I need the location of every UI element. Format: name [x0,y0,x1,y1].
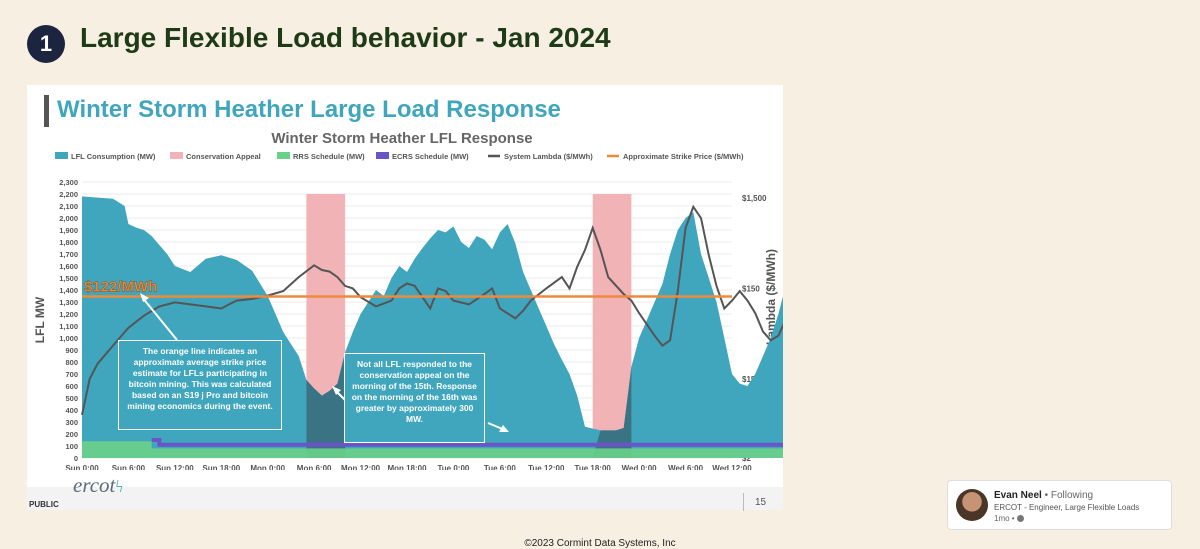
x-tick-label: Sun 0:00 [65,464,99,470]
callout-arrowhead [140,293,149,302]
legend-swatch [170,152,183,159]
y-tick-label: 2,200 [59,190,78,199]
x-tick-label: Tue 0:00 [437,464,469,470]
slide-title: Winter Storm Heather Large Load Response [57,96,561,123]
section-number-badge: 1 [27,25,65,63]
lightning-icon: ϟ [115,477,124,496]
x-tick-label: Wed 6:00 [668,464,704,470]
y-tick-label: 700 [65,370,78,379]
y-tick-label: 1,200 [59,310,78,319]
y-tick-label: 800 [65,358,78,367]
profile-name[interactable]: Evan Neel [994,490,1042,501]
ercot-logo: ercotϟ [73,473,123,498]
y-tick-label: 300 [65,418,78,427]
y-tick-label: 1,800 [59,238,78,247]
legend-swatch [277,152,290,159]
title-accent-bar [44,95,49,127]
strike-price-label: $122/MWh [84,279,157,296]
y-tick-label: 1,100 [59,322,78,331]
page-title: Large Flexible Load behavior - Jan 2024 [80,22,611,53]
y-axis-title: LFL MW [33,296,47,343]
x-tick-label: Tue 6:00 [484,464,516,470]
x-tick-label: Wed 0:00 [622,464,658,470]
y-tick-label: 900 [65,346,78,355]
y-tick-label: 1,400 [59,286,78,295]
legend-label: RRS Schedule (MW) [293,152,365,161]
y-tick-label: 400 [65,406,78,415]
y-tick-label: 0 [74,454,78,463]
y-tick-label: 200 [65,430,78,439]
x-tick-label: Mon 18:00 [387,464,427,470]
y-tick-label: 600 [65,382,78,391]
y2-tick-label: $15 [742,375,756,384]
profile-time: 1mo • [994,514,1024,523]
x-tick-label: Wed 12:00 [712,464,752,470]
profile-name-line[interactable]: Evan Neel • Following [994,490,1093,501]
y-tick-label: 1,500 [59,274,78,283]
copyright: ©2023 Cormint Data Systems, Inc [524,538,676,549]
ercot-logo-text: ercot [73,473,116,497]
x-tick-label: Sun 6:00 [112,464,146,470]
x-tick-label: Mon 6:00 [297,464,332,470]
callout-arrowhead [332,386,341,395]
strike-price-callout: The orange line indicates an approximate… [118,340,282,430]
y-tick-label: 100 [65,442,78,451]
x-tick-label: Tue 12:00 [528,464,565,470]
rrs-schedule-area [82,441,783,458]
y-tick-label: 2,000 [59,214,78,223]
profile-role: ERCOT - Engineer, Large Flexible Loads [994,503,1140,512]
lfl-response-area [306,352,346,458]
public-label: PUBLIC [29,500,59,509]
y2-tick-label: $2 [742,454,751,463]
legend-label: Conservation Appeal [186,152,261,161]
y-tick-label: 1,300 [59,298,78,307]
callout-arrow [141,296,178,341]
chart-title: Winter Storm Heather LFL Response [271,130,532,147]
slide-footer [27,487,783,510]
page-number: 15 [755,497,767,508]
x-tick-label: Mon 0:00 [250,464,285,470]
profile-card[interactable]: Evan Neel • Following ERCOT - Engineer, … [947,480,1172,530]
legend-swatch [55,152,68,159]
x-tick-label: Sun 12:00 [156,464,194,470]
conservation-appeal-band [592,194,632,458]
slide: Winter Storm Heather Large Load Response… [27,85,783,511]
x-tick-label: Mon 12:00 [341,464,381,470]
y-tick-label: 1,900 [59,226,78,235]
lfl-response-area [592,366,632,458]
y-tick-label: 2,100 [59,202,78,211]
legend-label: System Lambda ($/MWh) [504,152,593,161]
y-tick-label: 2,300 [59,178,78,187]
legend-swatch [376,152,389,159]
y-tick-label: 1,000 [59,334,78,343]
avatar[interactable] [956,489,988,521]
y2-tick-label: $150 [742,284,760,293]
legend-label: ECRS Schedule (MW) [392,152,469,161]
footer-divider [743,493,744,511]
y-tick-label: 1,700 [59,250,78,259]
y-tick-label: 1,600 [59,262,78,271]
x-tick-label: Sun 18:00 [202,464,240,470]
x-tick-label: Tue 18:00 [575,464,612,470]
callout-arrowhead [499,425,509,432]
conservation-response-callout: Not all LFL responded to the conservatio… [344,353,485,443]
legend-label: LFL Consumption (MW) [71,152,156,161]
post-age: 1mo • [994,514,1015,523]
ecrs-schedule-line [151,438,783,447]
following-status[interactable]: • Following [1044,490,1094,501]
legend-label: Approximate Strike Price ($/MWh) [623,152,744,161]
globe-icon [1016,515,1024,522]
y-tick-label: 500 [65,394,78,403]
y2-tick-label: $1,500 [742,194,767,203]
